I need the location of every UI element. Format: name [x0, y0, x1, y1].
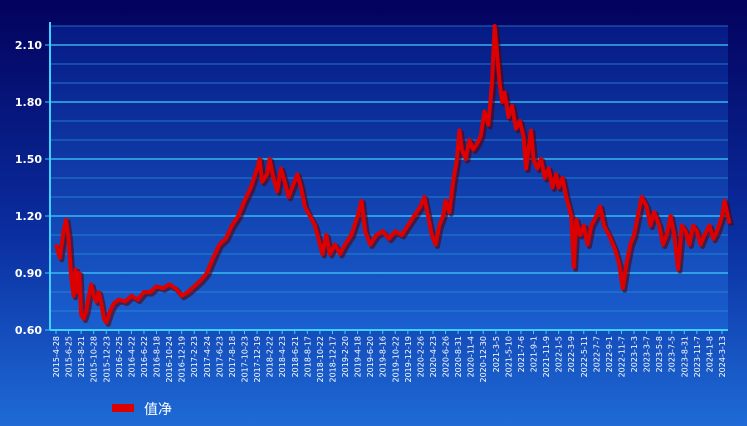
x-tick-label: 2018-2-22 [266, 336, 275, 377]
x-tick-label: 2022-9-1 [605, 336, 614, 372]
x-tick-label: 2022-3-9 [567, 336, 576, 372]
x-axis-ticks: 2015-4-28 2015-6-25 2015-8-21 2015-10-28 201… [52, 330, 727, 383]
x-tick-label: 2015-12-23 [102, 336, 111, 383]
x-tick-label: 2018-12-17 [328, 336, 337, 383]
x-tick-label: 2022-11-7 [617, 336, 626, 377]
y-tick-label: 0.90 [15, 267, 42, 280]
x-tick-label: 2019-10-22 [391, 336, 400, 383]
legend-swatch [112, 404, 134, 412]
y-tick-label: 1.20 [15, 210, 42, 223]
x-tick-label: 2023-11-7 [693, 336, 702, 377]
legend-label: 值净 [144, 402, 172, 418]
x-tick-label: 2016-10-24 [165, 336, 174, 383]
x-tick-label: 2016-8-18 [153, 336, 162, 377]
x-tick-label: 2020-11-4 [467, 336, 476, 377]
x-tick-label: 2023-5-8 [655, 336, 664, 372]
x-tick-label: 2017-4-24 [203, 336, 212, 377]
y-tick-label: 0.60 [15, 324, 42, 337]
x-tick-label: 2019-8-16 [379, 336, 388, 377]
x-tick-label: 2022-7-7 [592, 336, 601, 372]
x-tick-label: 2020-4-23 [429, 336, 438, 377]
y-tick-label: 1.50 [15, 153, 42, 166]
x-tick-label: 2021-7-6 [517, 336, 526, 372]
series-line [54, 24, 732, 325]
x-tick-label: 2020-2-26 [416, 336, 425, 377]
x-tick-label: 2019-12-19 [404, 336, 413, 383]
x-tick-label: 2018-6-21 [291, 336, 300, 377]
x-tick-label: 2018-4-23 [278, 336, 287, 377]
x-tick-label: 2023-7-5 [668, 336, 677, 372]
x-tick-label: 2019-6-20 [366, 336, 375, 377]
x-tick-label: 2016-2-25 [115, 336, 124, 377]
x-tick-label: 2024-3-13 [718, 336, 727, 377]
x-tick-label: 2021-5-10 [504, 336, 513, 377]
y-axis-ticks: 0.60 0.90 1.20 1.50 1.80 2.10 [15, 39, 50, 337]
x-tick-label: 2017-10-23 [240, 336, 249, 383]
x-tick-label: 2017-8-18 [228, 336, 237, 377]
x-tick-label: 2018-8-17 [303, 336, 312, 377]
x-tick-label: 2023-8-31 [680, 336, 689, 377]
x-tick-label: 2024-1-8 [705, 336, 714, 372]
axes [49, 22, 728, 331]
y-tick-label: 1.80 [15, 96, 42, 109]
x-tick-label: 2021-3-5 [492, 336, 501, 372]
x-tick-label: 2017-2-23 [190, 336, 199, 377]
x-tick-label: 2020-6-26 [442, 336, 451, 377]
x-tick-label: 2015-6-25 [65, 336, 74, 377]
x-tick-label: 2015-4-28 [52, 336, 61, 377]
x-tick-label: 2015-8-21 [77, 336, 86, 377]
x-tick-label: 2021-9-1 [530, 336, 539, 372]
legend: 值净 [112, 402, 172, 418]
x-tick-label: 2015-10-28 [90, 336, 99, 383]
x-tick-label: 2023-1-3 [630, 336, 639, 372]
x-tick-label: 2016-4-22 [127, 336, 136, 377]
x-tick-label: 2016-12-19 [178, 336, 187, 383]
grid-lines [50, 25, 728, 331]
x-tick-label: 2019-4-18 [354, 336, 363, 377]
x-tick-label: 2022-5-11 [580, 336, 589, 377]
x-tick-label: 2018-10-22 [316, 336, 325, 383]
x-tick-label: 2023-3-7 [643, 336, 652, 372]
x-tick-label: 2016-6-22 [140, 336, 149, 377]
x-tick-label: 2022-1-5 [555, 336, 564, 372]
x-tick-label: 2020-8-31 [454, 336, 463, 377]
x-tick-label: 2020-12-30 [479, 336, 488, 383]
x-tick-label: 2017-12-19 [253, 336, 262, 383]
x-tick-label: 2021-11-9 [542, 336, 551, 377]
series-layer [54, 24, 734, 327]
y-tick-label: 2.10 [15, 39, 42, 52]
x-tick-label: 2019-2-20 [341, 336, 350, 377]
x-tick-label: 2017-6-23 [215, 336, 224, 377]
